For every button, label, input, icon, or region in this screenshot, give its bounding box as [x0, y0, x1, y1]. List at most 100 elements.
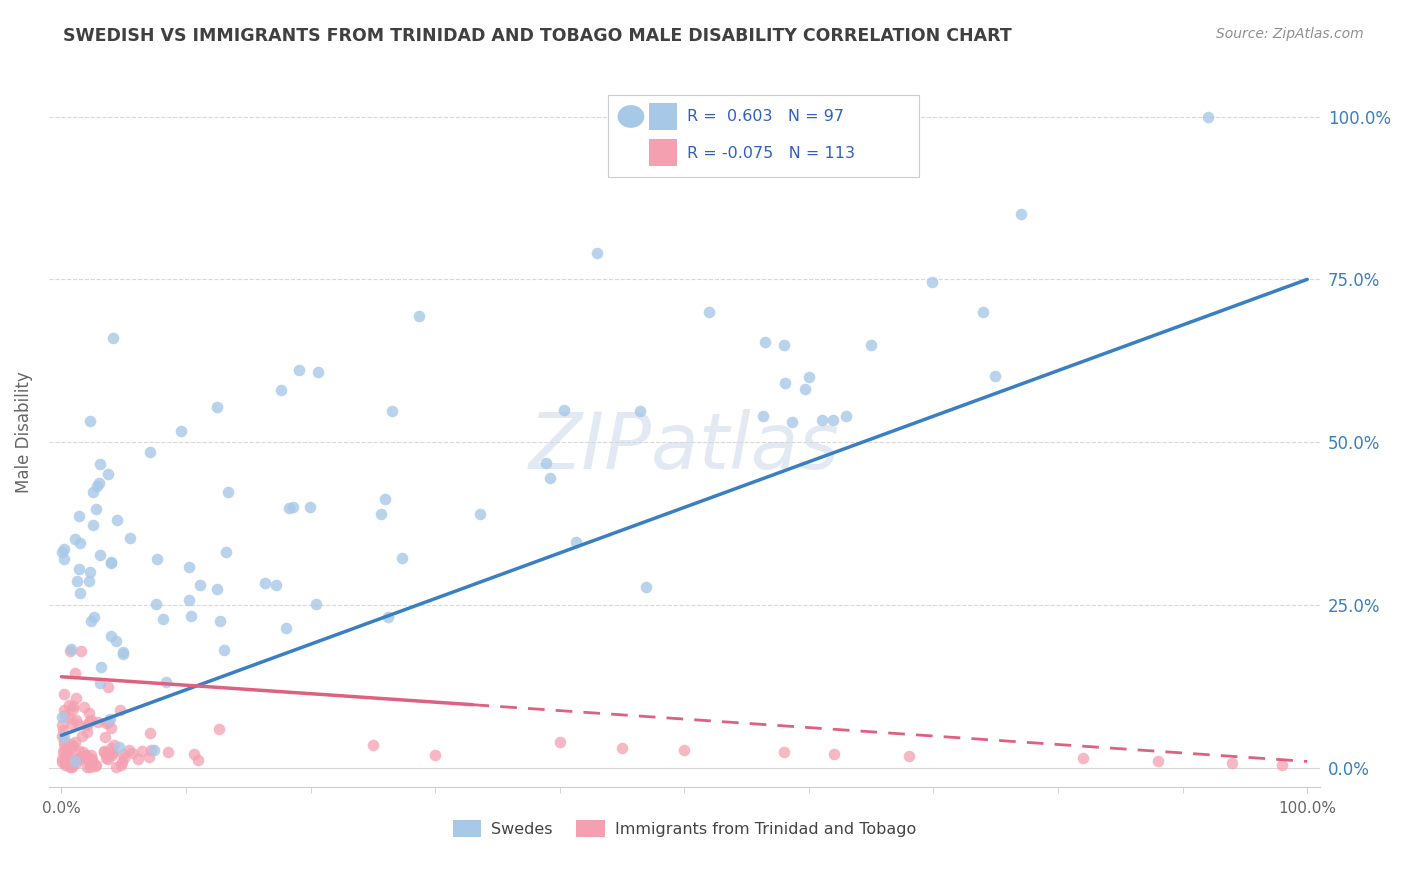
- Point: [208, 722, 231, 736]
- Point: [87, 715, 110, 730]
- Point: [145, 597, 167, 611]
- Point: [66, 574, 89, 588]
- Point: [93, 744, 115, 758]
- Point: [1197, 110, 1219, 124]
- Point: [586, 246, 609, 260]
- Point: [773, 745, 796, 759]
- Y-axis label: Male Disability: Male Disability: [15, 372, 32, 493]
- Point: [76, 752, 98, 766]
- Bar: [648, 139, 676, 166]
- Point: [112, 747, 135, 761]
- Point: [370, 508, 392, 522]
- Point: [60, 760, 83, 774]
- Point: [53, 758, 76, 772]
- Point: [107, 739, 129, 754]
- Text: R =  0.603   N = 97: R = 0.603 N = 97: [688, 109, 844, 124]
- Point: [205, 400, 228, 414]
- Point: [264, 578, 287, 592]
- Point: [79, 753, 101, 767]
- Point: [60, 717, 83, 731]
- Point: [145, 552, 167, 566]
- Point: [52, 745, 75, 759]
- Point: [408, 309, 430, 323]
- Point: [87, 475, 110, 490]
- Point: [141, 743, 163, 757]
- Point: [100, 554, 122, 568]
- Point: [180, 609, 202, 624]
- Point: [90, 660, 112, 674]
- Point: [112, 645, 135, 659]
- Point: [112, 647, 135, 661]
- Point: [79, 760, 101, 774]
- Point: [97, 752, 120, 766]
- Point: [187, 753, 209, 767]
- Point: [183, 747, 205, 762]
- Point: [77, 714, 100, 729]
- Point: [76, 718, 98, 732]
- Point: [52, 730, 75, 744]
- Point: [53, 707, 76, 722]
- Point: [53, 743, 76, 757]
- Point: [921, 275, 943, 289]
- Text: SWEDISH VS IMMIGRANTS FROM TRINIDAD AND TOBAGO MALE DISABILITY CORRELATION CHART: SWEDISH VS IMMIGRANTS FROM TRINIDAD AND …: [63, 27, 1012, 45]
- Point: [381, 404, 404, 418]
- Point: [53, 737, 76, 751]
- Point: [860, 337, 883, 351]
- Point: [83, 759, 105, 773]
- Point: [55, 749, 77, 764]
- Point: [773, 376, 796, 390]
- Point: [79, 748, 101, 763]
- Point: [63, 533, 86, 547]
- Text: ZIPatlas: ZIPatlas: [529, 409, 839, 484]
- Point: [156, 745, 179, 759]
- Point: [51, 709, 73, 723]
- Point: [253, 575, 276, 590]
- Point: [835, 409, 858, 424]
- Point: [270, 383, 292, 397]
- Point: [118, 743, 141, 757]
- Point: [65, 691, 87, 706]
- Point: [98, 712, 121, 726]
- Legend: Swedes, Immigrants from Trinidad and Tobago: Swedes, Immigrants from Trinidad and Tob…: [446, 814, 922, 844]
- Point: [69, 585, 91, 599]
- Point: [52, 687, 75, 701]
- Point: [983, 368, 1005, 383]
- Point: [97, 680, 120, 694]
- Point: [373, 492, 395, 507]
- Point: [215, 545, 238, 559]
- Point: [673, 742, 696, 756]
- Point: [307, 366, 329, 380]
- Point: [553, 402, 575, 417]
- Point: [80, 713, 103, 727]
- Point: [610, 741, 633, 756]
- Point: [53, 754, 76, 768]
- Point: [52, 552, 75, 566]
- Point: [67, 751, 90, 765]
- Point: [59, 737, 82, 751]
- Point: [53, 541, 76, 556]
- Point: [94, 716, 117, 731]
- Point: [77, 574, 100, 588]
- Point: [212, 642, 235, 657]
- Point: [540, 471, 562, 485]
- Point: [55, 747, 77, 762]
- Point: [94, 747, 117, 762]
- Point: [120, 531, 142, 545]
- Point: [65, 713, 87, 727]
- Point: [65, 755, 87, 769]
- Point: [152, 612, 174, 626]
- Point: [628, 404, 651, 418]
- Point: [391, 551, 413, 566]
- Point: [217, 485, 239, 500]
- Point: [53, 734, 76, 748]
- Point: [104, 634, 127, 648]
- Point: [62, 699, 84, 714]
- Point: [69, 752, 91, 766]
- Point: [305, 597, 328, 611]
- Point: [972, 305, 994, 319]
- Point: [143, 743, 166, 757]
- Point: [60, 641, 83, 656]
- Point: [565, 535, 588, 549]
- Point: [89, 548, 111, 562]
- Text: Source: ZipAtlas.com: Source: ZipAtlas.com: [1216, 27, 1364, 41]
